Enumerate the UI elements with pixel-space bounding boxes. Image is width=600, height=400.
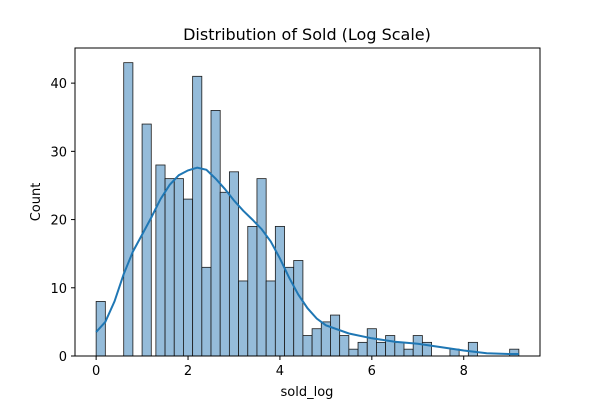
histogram-bar <box>141 123 152 357</box>
histogram-bar <box>210 110 221 357</box>
y-tick-label: 10 <box>50 282 67 297</box>
y-tick-label: 40 <box>50 77 67 92</box>
histogram-bar <box>403 348 414 357</box>
histogram-bar <box>201 266 212 357</box>
x-tick-label: 8 <box>460 364 468 379</box>
y-axis-label: Count <box>29 183 44 222</box>
chart-title: Distribution of Sold (Log Scale) <box>183 25 431 44</box>
kde-line <box>95 166 519 355</box>
x-axis: 0 2 4 6 8 <box>92 356 468 379</box>
histogram-bar <box>357 341 368 357</box>
histogram-bar <box>311 328 322 357</box>
histogram-bar <box>348 348 359 357</box>
histogram-bar <box>164 178 175 357</box>
histogram-bar <box>123 62 134 357</box>
histogram-bar <box>284 266 295 357</box>
histogram-bar <box>256 178 267 357</box>
histogram-bar <box>219 191 230 357</box>
histogram-bar <box>385 335 396 357</box>
histogram-bar <box>238 280 249 357</box>
histogram-bar <box>192 75 203 357</box>
x-tick-label: 6 <box>368 364 376 379</box>
plot-frame <box>74 47 541 357</box>
histogram-bar <box>265 280 276 357</box>
x-tick-label: 0 <box>92 364 100 379</box>
histogram-bar <box>330 314 341 357</box>
x-axis-label: sold_log <box>281 385 334 400</box>
histogram-bar <box>376 341 387 357</box>
histogram-bar <box>366 328 377 357</box>
histogram-bar <box>412 335 423 357</box>
histogram-bar <box>274 225 285 357</box>
y-axis: 0 10 20 30 40 <box>50 77 75 365</box>
bars-group <box>95 62 520 357</box>
y-tick-label: 20 <box>50 214 67 229</box>
histogram-bar <box>183 198 194 357</box>
histogram-bar <box>293 260 304 357</box>
histogram-bar <box>95 301 106 357</box>
y-tick-label: 30 <box>50 145 67 160</box>
x-tick-label: 4 <box>276 364 284 379</box>
histogram-bar <box>339 335 350 357</box>
y-tick-label: 0 <box>59 350 67 365</box>
x-tick-label: 2 <box>184 364 192 379</box>
histogram-bar <box>394 341 405 357</box>
histogram-bar <box>467 341 478 357</box>
histogram-bar <box>247 225 258 357</box>
histogram-bar <box>173 178 184 357</box>
histogram-bar <box>302 335 313 357</box>
